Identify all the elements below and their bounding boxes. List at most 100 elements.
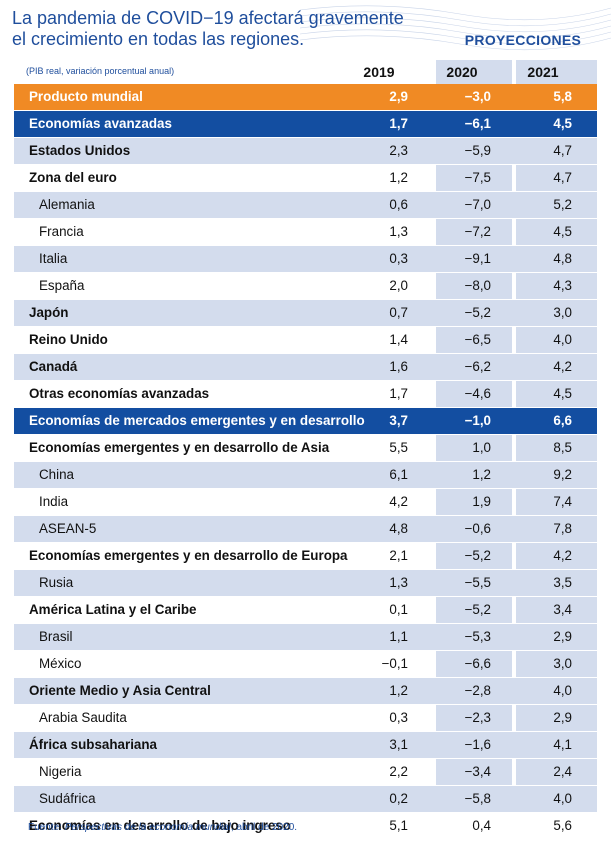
value-cell-2021: 4,8 [553, 251, 572, 266]
table-row: Francia 1,3 −7,2 4,5 [14, 219, 597, 245]
unit-note: (PIB real, variación porcentual anual) [26, 66, 175, 76]
value-cell-2019: 1,6 [389, 359, 408, 374]
table-row: ASEAN-5 4,8 −0,6 7,8 [14, 516, 597, 542]
value-cell-2019: 1,7 [389, 386, 408, 401]
table-row: América Latina y el Caribe 0,1 −5,2 3,4 [14, 597, 597, 623]
value-cell-2021: 2,9 [553, 629, 572, 644]
source-prefix: Fuente: [28, 822, 65, 833]
row-label: China [39, 467, 74, 482]
value-cell-2019: 0,7 [389, 305, 408, 320]
value-cell-2019: 2,0 [389, 278, 408, 293]
value-cell-2019: 1,3 [389, 575, 408, 590]
row-divider [14, 569, 597, 570]
row-divider [14, 191, 597, 192]
table-row: Producto mundial 2,9 −3,0 5,8 [14, 84, 597, 110]
decorative-wave-pattern [300, 5, 611, 51]
table-row: India 4,2 1,9 7,4 [14, 489, 597, 515]
row-label: Economías emergentes y en desarrollo de … [29, 548, 348, 563]
row-label: Italia [39, 251, 68, 266]
value-cell-2019: 2,3 [389, 143, 408, 158]
table-row: Economías en desarrollo de bajo ingreso 5… [14, 813, 597, 839]
value-cell-2020: −1,6 [464, 737, 491, 752]
projections-label: PROYECCIONES [464, 32, 582, 48]
row-label: Oriente Medio y Asia Central [29, 683, 211, 698]
row-divider [14, 650, 597, 651]
row-label: India [39, 494, 69, 509]
value-cell-2021: 4,3 [553, 278, 572, 293]
table-row: Economías de mercados emergentes y en de… [14, 408, 597, 434]
value-cell-2019: 0,1 [389, 602, 408, 617]
value-cell-2020: −6,2 [464, 359, 491, 374]
value-cell-2021: 5,2 [553, 197, 572, 212]
value-cell-2021: 7,8 [553, 521, 572, 536]
value-cell-2020: −4,6 [464, 386, 491, 401]
row-divider [14, 218, 597, 219]
row-label: Economías de mercados emergentes y en de… [29, 413, 365, 428]
value-cell-2020: −5,3 [464, 629, 491, 644]
table-row: Canadá 1,6 −6,2 4,2 [14, 354, 597, 380]
value-cell-2019: 4,2 [389, 494, 408, 509]
value-cell-2021: 4,5 [553, 224, 572, 239]
value-cell-2019: 1,1 [389, 629, 408, 644]
value-cell-2019: 5,1 [389, 818, 408, 833]
row-divider [14, 245, 597, 246]
table-row: Sudáfrica 0,2 −5,8 4,0 [14, 786, 597, 812]
row-divider [14, 110, 597, 111]
row-label: Arabia Saudita [39, 710, 127, 725]
value-cell-2021: 4,5 [553, 116, 572, 131]
column-header-2020: 2020 [446, 64, 478, 80]
row-divider [14, 407, 597, 408]
row-divider [14, 461, 597, 462]
value-cell-2021: 3,0 [553, 305, 572, 320]
row-label: Otras economías avanzadas [29, 386, 210, 401]
row-divider [14, 488, 597, 489]
table-row: Alemania 0,6 −7,0 5,2 [14, 192, 597, 218]
value-cell-2020: −5,9 [464, 143, 491, 158]
value-cell-2019: 1,4 [389, 332, 408, 347]
row-divider [14, 326, 597, 327]
value-cell-2021: 6,6 [553, 413, 572, 428]
row-divider [14, 758, 597, 759]
row-label: Reino Unido [29, 332, 108, 347]
row-label: ASEAN-5 [39, 521, 97, 536]
value-cell-2020: 1,0 [472, 440, 491, 455]
value-cell-2020: −7,5 [464, 170, 491, 185]
table-row: China 6,1 1,2 9,2 [14, 462, 597, 488]
row-label: América Latina y el Caribe [29, 602, 197, 617]
value-cell-2021: 4,0 [553, 791, 572, 806]
value-cell-2019: 4,8 [389, 521, 408, 536]
row-label: Japón [29, 305, 69, 320]
value-cell-2020: −5,8 [464, 791, 491, 806]
row-label: Economías avanzadas [29, 116, 172, 131]
source-suffix: , abril de 2020. [230, 822, 298, 833]
value-cell-2020: −6,6 [464, 656, 491, 671]
row-divider [14, 272, 597, 273]
value-cell-2019: 0,2 [389, 791, 408, 806]
row-divider [14, 812, 597, 813]
value-cell-2021: 3,5 [553, 575, 572, 590]
title-line-2: el crecimiento en todas las regiones. [12, 29, 305, 49]
value-cell-2020: −9,1 [464, 251, 491, 266]
value-cell-2019: 1,2 [389, 170, 408, 185]
value-cell-2021: 4,0 [553, 683, 572, 698]
value-cell-2021: 9,2 [553, 467, 572, 482]
data-table: Producto mundial 2,9 −3,0 5,8 Economías avan… [14, 84, 597, 839]
value-cell-2019: 2,2 [389, 764, 408, 779]
row-label: Economías emergentes y en desarrollo de … [29, 440, 330, 455]
row-label: Estados Unidos [29, 143, 131, 158]
value-cell-2021: 4,5 [553, 386, 572, 401]
value-cell-2019: 0,6 [389, 197, 408, 212]
row-divider [14, 731, 597, 732]
table-row: Arabia Saudita 0,3 −2,3 2,9 [14, 705, 597, 731]
table-row: África subsahariana 3,1 −1,6 4,1 [14, 732, 597, 758]
row-label: Sudáfrica [39, 791, 96, 806]
value-cell-2020: −5,2 [464, 602, 491, 617]
value-cell-2019: 0,3 [389, 251, 408, 266]
row-label: Rusia [39, 575, 74, 590]
table-row: Reino Unido 1,4 −6,5 4,0 [14, 327, 597, 353]
value-cell-2021: 5,8 [553, 89, 572, 104]
value-cell-2020: −6,5 [464, 332, 491, 347]
value-cell-2020: −3,4 [464, 764, 491, 779]
value-cell-2020: −5,5 [464, 575, 491, 590]
value-cell-2019: 2,9 [389, 89, 408, 104]
